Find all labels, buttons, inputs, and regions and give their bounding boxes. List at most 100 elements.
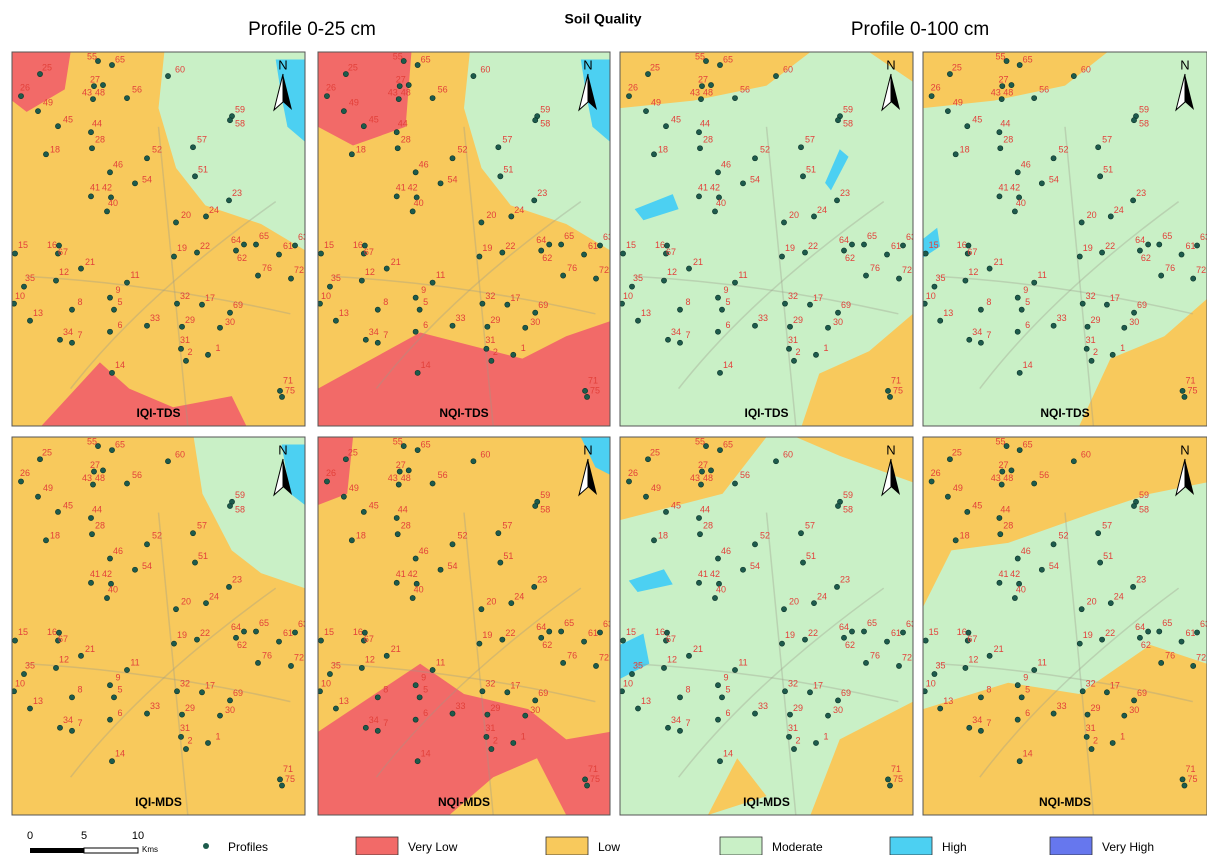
profile-point	[277, 777, 282, 782]
profile-label: 12	[59, 654, 69, 664]
profile-label: 34	[369, 327, 379, 337]
profile-point	[834, 584, 839, 589]
profile-label: 65	[1023, 54, 1033, 64]
profile-label: 76	[262, 650, 272, 660]
profile-label: 19	[785, 243, 795, 253]
profile-label: 7	[383, 718, 388, 728]
profile-point	[686, 653, 691, 658]
profile-label: 72	[599, 265, 609, 275]
profile-point	[1077, 641, 1082, 646]
profile-point	[547, 242, 552, 247]
profile-label: 72	[294, 265, 304, 275]
profile-point	[1122, 713, 1127, 718]
profile-point	[802, 637, 807, 642]
profile-label: 60	[1081, 64, 1091, 74]
profile-label: 52	[1059, 145, 1069, 155]
profile-label: 56	[438, 84, 448, 94]
profile-point	[1130, 198, 1135, 203]
profile-label: 34	[63, 715, 73, 725]
profile-point	[825, 325, 830, 330]
profile-label: 10	[926, 291, 936, 301]
profile-label: 57	[197, 135, 207, 145]
profile-label: 20	[789, 597, 799, 607]
profile-point	[998, 146, 1003, 151]
profile-label: 15	[18, 627, 28, 637]
map-panel: 2555656027264943485659584544281852574651…	[619, 436, 916, 815]
profile-point	[651, 538, 656, 543]
profile-label: 8	[685, 297, 690, 307]
map-panel: 2555656027264943485659584544281852574651…	[317, 51, 613, 426]
profile-label: 16	[655, 240, 665, 250]
profile-point	[438, 181, 443, 186]
profile-label: 23	[232, 574, 242, 584]
profile-label: 58	[235, 119, 245, 129]
profile-label: 59	[540, 105, 550, 115]
profile-label: 12	[365, 267, 375, 277]
profile-point	[349, 538, 354, 543]
profile-point	[174, 689, 179, 694]
profile-label: 45	[972, 115, 982, 125]
profile-point	[35, 494, 40, 499]
profile-label: 75	[285, 385, 295, 395]
profile-point	[1015, 329, 1020, 334]
profile-label: 10	[623, 679, 633, 689]
profile-label: 13	[33, 696, 43, 706]
profile-point	[375, 728, 380, 733]
profile-point	[1179, 639, 1184, 644]
profile-point	[800, 560, 805, 565]
profile-label: 14	[421, 360, 431, 370]
profile-point	[997, 515, 1002, 520]
legend-swatch	[546, 837, 588, 855]
profile-label: 28	[401, 135, 411, 145]
profile-point	[183, 358, 188, 363]
profile-point	[584, 783, 589, 788]
profile-label: 32	[1086, 679, 1096, 689]
profile-label: 32	[180, 291, 190, 301]
profile-label: 27	[698, 460, 708, 470]
profile-label: 19	[785, 630, 795, 640]
profile-point	[505, 302, 510, 307]
profile-label: 7	[986, 330, 991, 340]
profile-label: 12	[667, 267, 677, 277]
profile-label: 63	[298, 232, 308, 242]
profile-point	[740, 567, 745, 572]
profile-label: 22	[1105, 241, 1115, 251]
profile-point	[471, 459, 476, 464]
header-right: Profile 0-100 cm	[851, 19, 989, 40]
profile-label: 17	[205, 293, 215, 303]
profile-label: 2	[1093, 347, 1098, 357]
profile-label: 63	[906, 619, 916, 629]
profile-point	[686, 266, 691, 271]
profile-point	[194, 637, 199, 642]
legend-label: Profiles	[228, 840, 268, 854]
profile-point	[732, 280, 737, 285]
profile-label: 6	[117, 708, 122, 718]
profile-point	[132, 181, 137, 186]
profile-point	[863, 273, 868, 278]
profile-point	[945, 109, 950, 114]
profile-label: 64	[1135, 622, 1145, 632]
profile-label: 65	[723, 54, 733, 64]
profile-point	[787, 324, 792, 329]
profile-point	[178, 346, 183, 351]
profile-label: 10	[15, 679, 25, 689]
profile-point	[719, 307, 724, 312]
profile-label: 46	[113, 546, 123, 556]
profile-point	[752, 711, 757, 716]
profile-point	[104, 209, 109, 214]
profile-label: 22	[808, 241, 818, 251]
profile-label: 69	[233, 300, 243, 310]
profile-point	[417, 695, 422, 700]
profile-label: 34	[671, 715, 681, 725]
profile-label: 20	[486, 597, 496, 607]
profile-label: 34	[972, 327, 982, 337]
profile-label: 54	[1049, 561, 1059, 571]
legend-label: High	[942, 840, 967, 854]
legend-label: Moderate	[772, 840, 823, 854]
profile-label: 9	[115, 673, 120, 683]
profile-label: 1	[521, 731, 526, 741]
profile-point	[1084, 346, 1089, 351]
profile-point	[715, 295, 720, 300]
legend-swatch	[890, 837, 932, 855]
profile-label: 69	[233, 688, 243, 698]
